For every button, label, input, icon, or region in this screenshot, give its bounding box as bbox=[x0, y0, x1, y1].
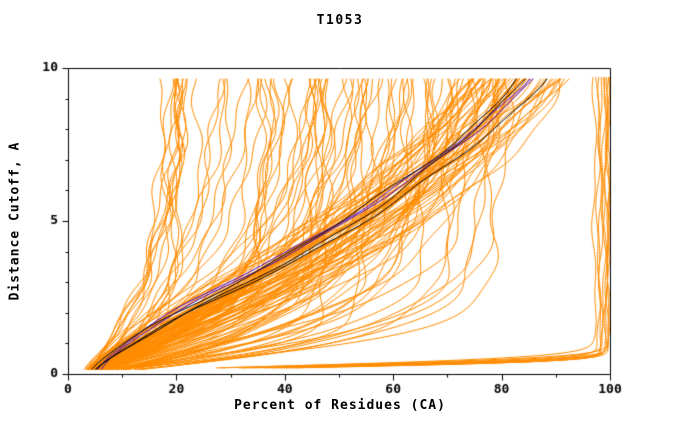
x-axis-label: Percent of Residues (CA) bbox=[234, 398, 446, 413]
y-axis-label: Distance Cutoff, A bbox=[7, 141, 23, 301]
chart-title: T1053 bbox=[316, 13, 364, 28]
